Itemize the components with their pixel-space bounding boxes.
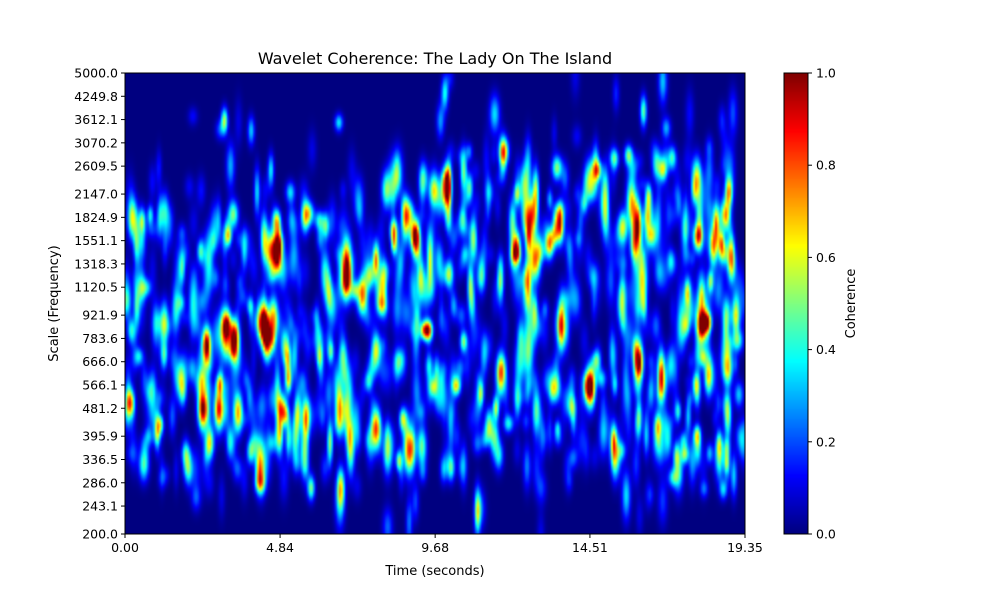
y-tick-label: 1824.9 (74, 210, 118, 225)
x-axis-label: Time (seconds) (384, 564, 484, 579)
y-tick-label: 3070.2 (74, 135, 118, 150)
y-tick-label: 243.1 (82, 499, 118, 514)
colorbar-frame (783, 72, 809, 535)
x-tick-label: 0.00 (111, 540, 139, 555)
colorbar-ticks: 0.0 0.2 0.4 0.6 0.8 1.0 (808, 66, 836, 542)
y-tick-label: 1318.3 (74, 256, 118, 271)
y-tick-label: 5000.0 (74, 66, 118, 81)
y-tick-label: 1120.5 (74, 280, 118, 295)
y-tick-label: 395.9 (82, 429, 118, 444)
y-axis: 200.0 243.1 286.0 336.5 395.9 481.2 566.1 666.0… (74, 66, 125, 542)
y-tick-label: 286.0 (82, 475, 118, 490)
y-tick-label: 1551.1 (74, 233, 118, 248)
y-tick-label: 481.2 (82, 401, 118, 416)
y-tick-label: 2609.5 (74, 159, 118, 174)
x-tick-label: 4.84 (266, 540, 294, 555)
y-tick-label: 336.5 (82, 452, 118, 467)
plot-area (124, 72, 746, 535)
y-axis-label: Scale (Frequency) (47, 245, 62, 361)
y-tick-label: 3612.1 (74, 112, 118, 127)
colorbar-gradient (784, 73, 808, 534)
colorbar-tick-label: 0.8 (816, 158, 836, 173)
y-tick-label: 783.6 (82, 331, 118, 346)
colorbar-label: Coherence (844, 269, 859, 339)
y-tick-label: 666.0 (82, 354, 118, 369)
colorbar-tick-label: 0.6 (816, 250, 836, 265)
colorbar-tick-label: 0.2 (816, 434, 836, 449)
colorbar-tick-label: 0.4 (816, 342, 836, 357)
x-tick-label: 19.35 (727, 540, 763, 555)
y-tick-label: 200.0 (82, 527, 118, 542)
y-tick-label: 4249.8 (74, 89, 118, 104)
y-tick-label: 566.1 (82, 377, 118, 392)
colorbar: 0.0 0.2 0.4 0.6 0.8 1.0 Coherence (783, 66, 859, 542)
x-tick-label: 9.68 (421, 540, 449, 555)
heatmap-image (125, 73, 745, 534)
x-tick-label: 14.51 (572, 540, 608, 555)
chart-title: Wavelet Coherence: The Lady On The Islan… (258, 49, 612, 68)
colorbar-tick-label: 0.0 (816, 527, 836, 542)
y-tick-label: 921.9 (82, 308, 118, 323)
colorbar-tick-label: 1.0 (816, 66, 836, 81)
x-axis: 0.00 4.84 9.68 14.51 19.35 (111, 534, 763, 555)
y-tick-label: 2147.0 (74, 187, 118, 202)
